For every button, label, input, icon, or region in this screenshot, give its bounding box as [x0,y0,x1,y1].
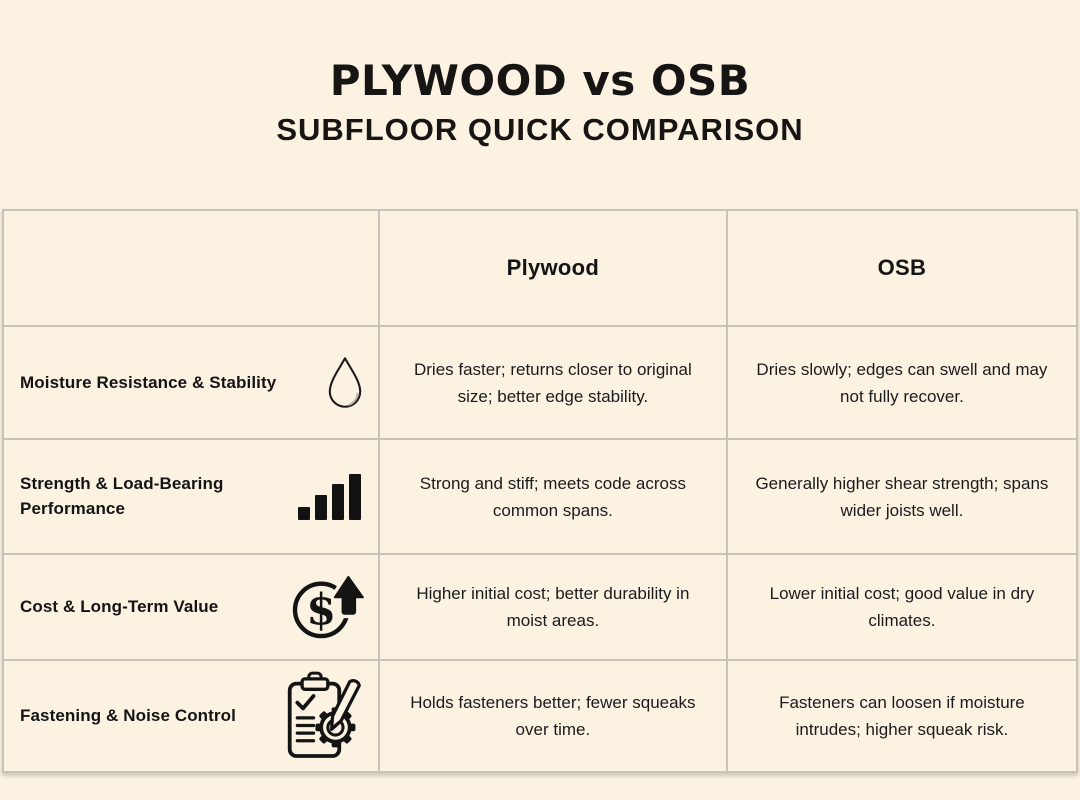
plywood-cell: Dries faster; returns closer to original… [377,325,728,441]
row-label-cell: Fastening & Noise Control [2,659,380,774]
osb-cell: Fasteners can loosen if moisture intrude… [725,659,1079,774]
osb-cell: Dries slowly; edges can swell and may no… [725,325,1079,441]
svg-text:$: $ [306,586,336,636]
water-drop-icon [326,355,364,411]
table-row-strength: Strength & Load-Bearing Performance Stro… [2,438,1079,556]
table-row-fastening: Fastening & Noise Control [2,659,1079,774]
page-subtitle: SUBFLOOR QUICK COMPARISON [276,112,804,148]
row-label: Strength & Load-Bearing Performance [20,474,224,518]
row-label-cell: Moisture Resistance & Stability [2,325,380,441]
plywood-cell: Holds fasteners better; fewer squeaks ov… [377,659,728,774]
osb-cell: Generally higher shear strength; spans w… [725,438,1079,556]
page-header: PLYWOOD vs OSB SUBFLOOR QUICK COMPARISON [0,0,1080,147]
header-osb: OSB [725,209,1079,328]
header-blank-cell [2,209,380,328]
row-label: Cost & Long-Term Value [20,597,219,617]
plywood-cell: Higher initial cost; better durability i… [377,553,728,662]
bar-chart-icon [297,473,364,520]
fastening-checklist-icon [284,671,364,761]
plywood-cell: Strong and stiff; meets code across comm… [377,438,728,556]
page-title: PLYWOOD vs OSB [329,56,751,105]
row-label-cell: Strength & Load-Bearing Performance [2,438,380,556]
row-label: Moisture Resistance & Stability [20,372,277,392]
table-header-row: Plywood OSB [2,209,1079,328]
comparison-table: Plywood OSB Moisture Resistance & Stabil… [2,209,1079,774]
row-label-cell: Cost & Long-Term Value $ [2,553,380,662]
header-plywood: Plywood [377,209,728,328]
table-row-moisture: Moisture Resistance & Stability Dries fa… [2,325,1079,441]
table-row-cost: Cost & Long-Term Value $ [2,553,1079,662]
osb-cell: Lower initial cost; good value in dry cl… [725,553,1079,662]
row-label: Fastening & Noise Control [20,706,236,726]
dollar-increase-icon: $ [292,575,364,639]
